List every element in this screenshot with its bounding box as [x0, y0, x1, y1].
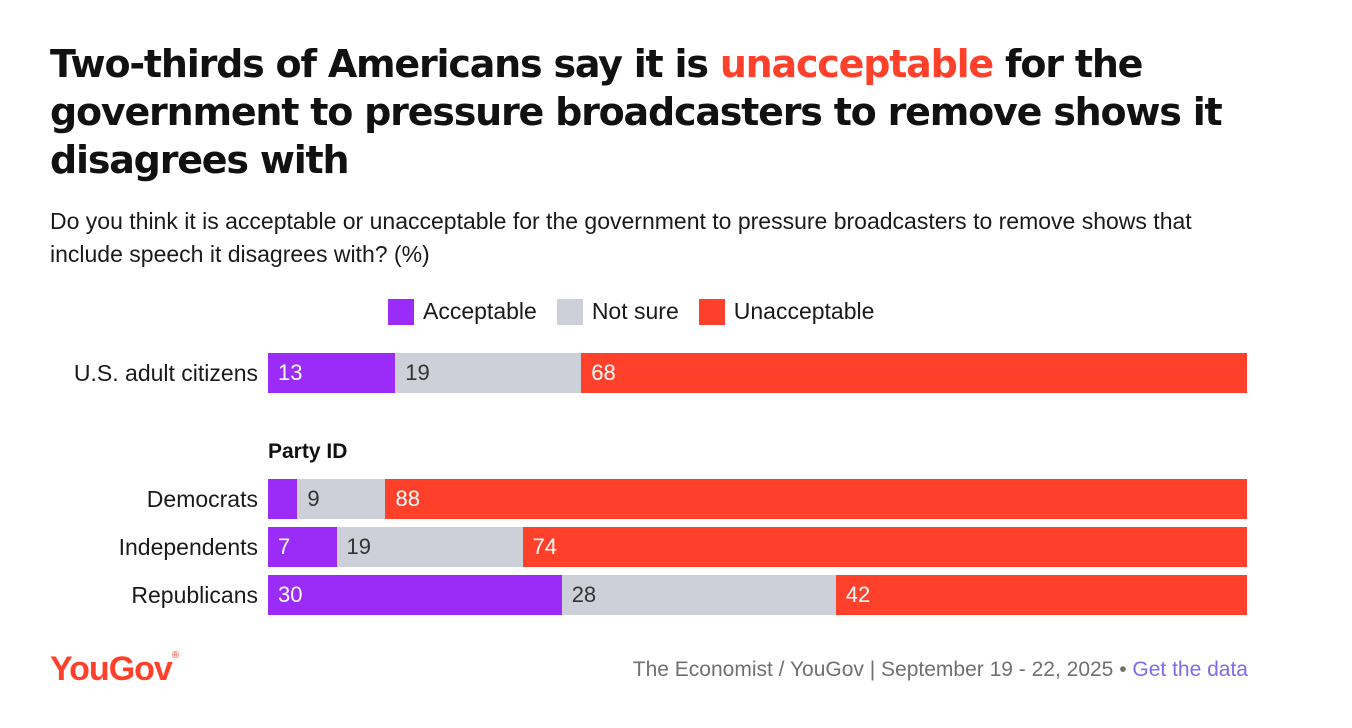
- yougov-logo: YouGov®: [50, 650, 179, 689]
- legend-swatch-unacceptable: [698, 298, 725, 325]
- bar-unacceptable-republicans: 42: [835, 575, 1247, 615]
- bar-acceptable-independents: 7: [268, 527, 337, 567]
- bar-acceptable-democrats: [268, 479, 298, 519]
- title-text-start: Two-thirds of Americans say it is: [50, 42, 720, 86]
- chart-legend: Acceptable Not sure Unacceptable: [388, 298, 894, 325]
- registered-mark: ®: [171, 650, 179, 661]
- value-label-unacceptable-independents: 74: [532, 534, 557, 559]
- chart-subtitle: Do you think it is acceptable or unaccep…: [50, 208, 1192, 267]
- bar-unacceptable-democrats: 88: [385, 479, 1247, 519]
- bar-row-independents: 7 19 74: [268, 527, 1247, 567]
- bar-row-republicans: 30 28 42: [268, 575, 1247, 615]
- bar-unacceptable-independents: 74: [522, 527, 1247, 567]
- legend-item-unacceptable: Unacceptable: [698, 298, 875, 325]
- bar-acceptable-republicans: 30: [268, 575, 562, 615]
- bar-row-democrats: 9 88: [268, 479, 1247, 519]
- value-label-acceptable-independents: 7: [278, 534, 291, 559]
- value-label-acceptable-u-s-adult-citizens: 13: [278, 360, 303, 385]
- logo-text: YouGov: [50, 650, 173, 688]
- bar-not-sure-republicans: 28: [561, 575, 836, 615]
- value-label-unacceptable-democrats: 88: [395, 486, 420, 511]
- bar-row-u-s-adult-citizens: 13 19 68: [268, 353, 1247, 393]
- row-label-republicans: Republicans: [131, 582, 258, 608]
- value-label-not-sure-republicans: 28: [571, 582, 597, 607]
- legend-swatch-acceptable: [388, 298, 414, 325]
- value-label-unacceptable-u-s-adult-citizens: 68: [591, 360, 616, 385]
- bar-acceptable-u-s-adult-citizens: 13: [268, 353, 396, 393]
- footer-source: The Economist / YouGov | September 19 - …: [633, 658, 1248, 682]
- row-label-u-s-adult-citizens: U.S. adult citizens: [73, 360, 258, 386]
- source-text: The Economist / YouGov | September 19 - …: [632, 658, 1127, 681]
- bar-not-sure-independents: 19: [336, 527, 523, 567]
- title-text-end: for the government to pressure broadcast…: [50, 42, 1223, 182]
- legend-label-acceptable: Acceptable: [423, 298, 537, 324]
- row-label-democrats: Democrats: [146, 486, 258, 512]
- legend-label-not-sure: Not sure: [591, 298, 679, 324]
- value-label-not-sure-democrats: 9: [307, 486, 320, 511]
- chart-title: Two-thirds of Americans say it is unacce…: [50, 40, 1280, 184]
- bar-not-sure-u-s-adult-citizens: 19: [395, 353, 582, 393]
- legend-swatch-not-sure: [556, 298, 583, 325]
- value-label-not-sure-independents: 19: [346, 534, 371, 559]
- title-highlight: unacceptable: [719, 42, 994, 86]
- legend-label-unacceptable: Unacceptable: [733, 298, 875, 324]
- bar-not-sure-democrats: 9: [297, 479, 386, 519]
- value-label-not-sure-u-s-adult-citizens: 19: [405, 360, 430, 385]
- legend-item-not-sure: Not sure: [556, 298, 679, 325]
- row-label-independents: Independents: [118, 534, 258, 560]
- value-label-unacceptable-republicans: 42: [845, 582, 871, 607]
- legend-item-acceptable: Acceptable: [388, 298, 537, 325]
- bar-unacceptable-u-s-adult-citizens: 68: [581, 353, 1247, 393]
- get-the-data-link[interactable]: Get the data: [1132, 658, 1248, 681]
- group-label-party-id: Party ID: [268, 440, 348, 463]
- value-label-acceptable-republicans: 30: [278, 582, 303, 607]
